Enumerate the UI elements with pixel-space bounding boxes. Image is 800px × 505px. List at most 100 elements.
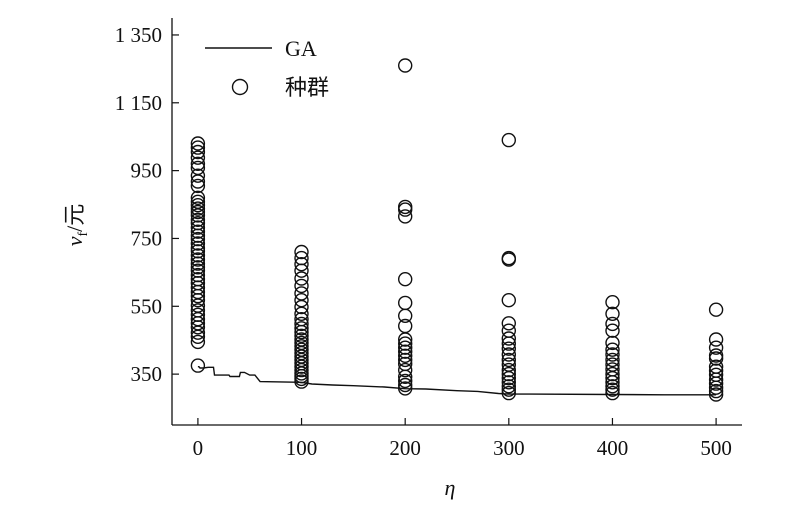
population-point <box>294 321 309 336</box>
ga-series <box>197 366 717 396</box>
population-point <box>501 336 516 351</box>
population-point <box>398 202 413 217</box>
population-point <box>605 379 620 394</box>
population-point <box>294 306 309 321</box>
population-point <box>605 375 620 390</box>
y-axis-label-main: v <box>62 236 87 246</box>
population-point <box>398 381 413 396</box>
population-point <box>190 240 206 256</box>
population-point <box>190 190 206 206</box>
population-point <box>294 324 309 340</box>
population-point <box>708 332 724 347</box>
population-point <box>605 295 620 310</box>
population-point <box>190 168 206 183</box>
population-point <box>294 244 309 260</box>
population-point <box>605 335 620 351</box>
population-point <box>708 351 724 366</box>
population-point <box>501 362 516 378</box>
population-point <box>190 150 206 165</box>
population-point <box>605 371 620 386</box>
population-point <box>190 156 206 172</box>
population-point <box>294 278 309 294</box>
population-point <box>190 252 206 267</box>
population-point <box>190 201 206 216</box>
population-point <box>708 372 724 387</box>
population-point <box>398 373 413 389</box>
population-point <box>398 340 413 355</box>
population-point <box>708 340 724 355</box>
population-point <box>708 380 724 395</box>
population-point <box>501 371 516 386</box>
legend-population-label: 种群 <box>285 75 329 100</box>
population-point <box>398 377 413 393</box>
legend-population-swatch <box>231 78 249 96</box>
population-point <box>501 252 516 267</box>
population-point <box>501 132 516 148</box>
population-point <box>190 197 206 213</box>
population-point <box>708 302 724 317</box>
population-point <box>398 318 413 334</box>
y-tick-label: 750 <box>131 226 163 250</box>
population-point <box>294 362 309 378</box>
population-point <box>190 220 206 235</box>
y-tick-label: 1 350 <box>115 23 162 47</box>
population-point <box>294 374 309 389</box>
population-point <box>605 347 620 362</box>
population-point <box>190 140 206 155</box>
population-point <box>501 316 516 331</box>
population-point <box>605 385 620 401</box>
population-point <box>605 352 620 368</box>
population-point <box>501 323 516 338</box>
population-point <box>501 331 516 346</box>
population-point <box>398 336 413 351</box>
population-point <box>501 385 516 401</box>
y-axis-label: vf/元 <box>62 204 91 247</box>
population-point <box>190 224 206 239</box>
population-point <box>190 231 206 247</box>
population-point <box>501 347 516 362</box>
population-point <box>190 236 206 251</box>
x-tick-label: 0 <box>193 436 204 460</box>
population-point <box>190 144 206 160</box>
population-point <box>605 382 620 397</box>
x-tick-label: 100 <box>286 436 318 460</box>
legend: GA 种群 <box>205 36 329 100</box>
population-point <box>190 288 206 304</box>
population-point <box>605 323 620 338</box>
population-point <box>398 352 413 368</box>
population-point <box>190 334 206 350</box>
population-point <box>294 263 309 278</box>
population-point <box>190 136 206 151</box>
y-axis-label-sub: f <box>76 232 91 237</box>
population-point <box>605 306 620 321</box>
population-point <box>398 308 413 323</box>
population-point <box>398 209 413 224</box>
population-point <box>708 383 724 399</box>
axes: 350 550 750 950 1 150 1 350 0 100 200 300 400 500 <box>115 18 742 460</box>
population-point <box>190 260 206 275</box>
ga-line <box>197 366 717 396</box>
population-point <box>190 204 206 220</box>
population-point <box>398 369 413 384</box>
population-point <box>190 248 206 263</box>
population-point <box>501 352 516 368</box>
population-point <box>294 328 309 343</box>
population-point <box>294 257 309 272</box>
y-tick-label: 950 <box>131 159 163 183</box>
population-point <box>501 382 516 397</box>
population-point <box>708 376 724 391</box>
population-point <box>190 212 206 228</box>
population-point <box>398 272 413 287</box>
population-point <box>190 256 206 271</box>
population-point <box>190 178 206 194</box>
x-tick-label: 200 <box>389 436 421 460</box>
population-point <box>190 208 206 223</box>
x-tick-label: 400 <box>597 436 629 460</box>
population-point <box>190 320 206 335</box>
legend-ga-label: GA <box>285 36 317 61</box>
population-point <box>501 375 516 390</box>
population-point <box>190 329 206 344</box>
population-point <box>190 358 206 373</box>
population-point <box>605 316 620 332</box>
x-tick-label: 300 <box>493 436 525 460</box>
